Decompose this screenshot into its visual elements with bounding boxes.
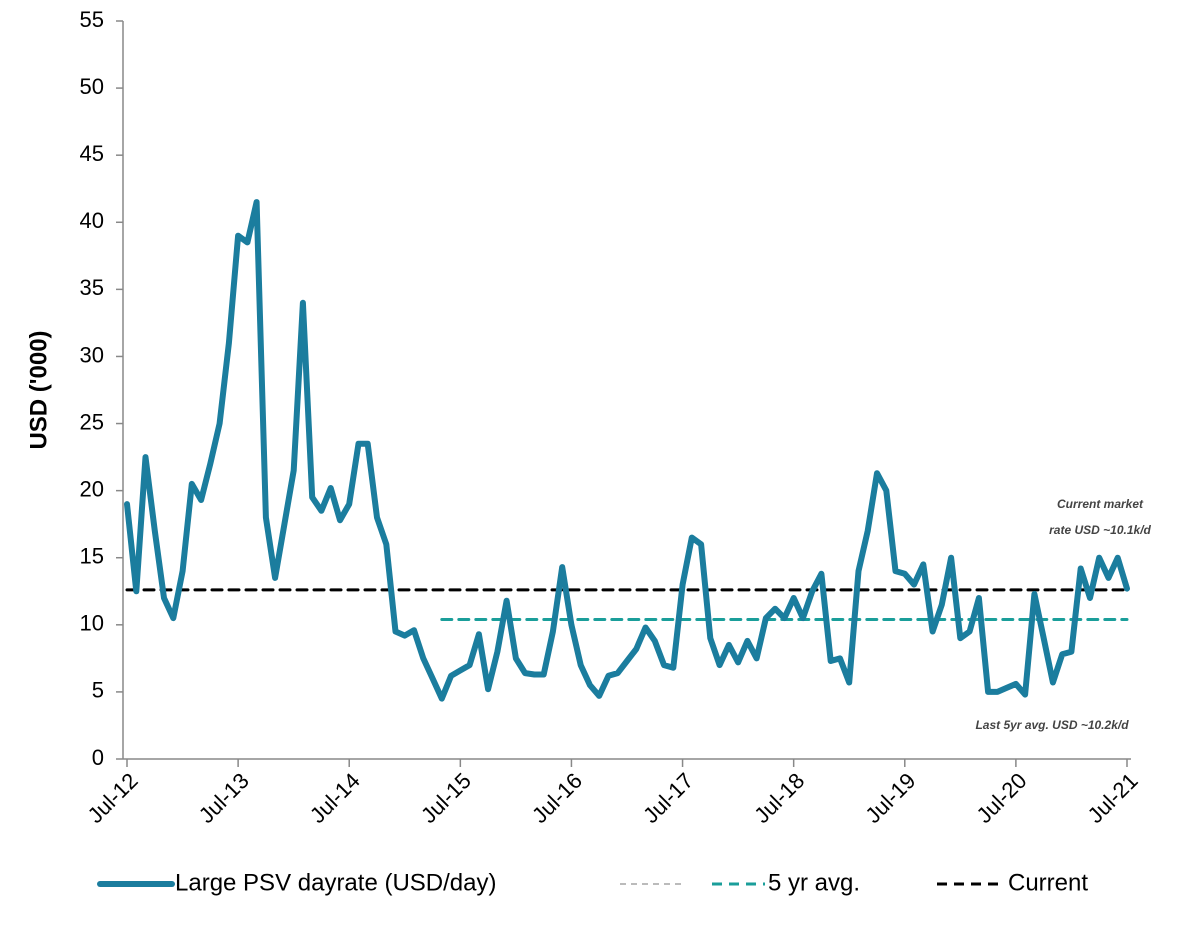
x-tick-label: Jul-17 [638, 768, 698, 828]
x-tick-label: Jul-19 [860, 768, 920, 828]
x-tick-label: Jul-21 [1083, 768, 1143, 828]
y-axis-label: USD ('000) [25, 330, 52, 449]
annotation: rate USD ~10.1k/d [1049, 523, 1151, 537]
legend-label: Current [1008, 869, 1088, 896]
y-tick-label: 40 [80, 208, 104, 233]
x-tick-label: Jul-16 [527, 768, 587, 828]
legend-label: Large PSV dayrate (USD/day) [175, 869, 496, 896]
y-tick-label: 35 [80, 275, 104, 300]
legend-label: 5 yr avg. [768, 869, 860, 896]
x-tick-label: Jul-15 [416, 768, 476, 828]
annotation: Current market [1057, 497, 1144, 511]
y-tick-label: 55 [80, 7, 104, 32]
y-tick-label: 5 [92, 678, 104, 703]
y-tick-label: 0 [92, 745, 104, 770]
x-tick-label: Jul-14 [305, 768, 365, 828]
y-tick-label: 10 [80, 611, 104, 636]
x-tick-label: Jul-20 [971, 768, 1031, 828]
series-line [124, 199, 1130, 702]
y-tick-label: 45 [80, 141, 104, 166]
y-tick-label: 25 [80, 409, 104, 434]
y-tick-label: 15 [80, 544, 104, 569]
x-tick-label: Jul-18 [749, 768, 809, 828]
x-tick-label: Jul-12 [83, 768, 143, 828]
annotation: Last 5yr avg. USD ~10.2k/d [975, 718, 1129, 732]
x-tick-label: Jul-13 [194, 768, 254, 828]
y-tick-label: 50 [80, 74, 104, 99]
y-tick-label: 20 [80, 476, 104, 501]
y-tick-label: 30 [80, 342, 104, 367]
